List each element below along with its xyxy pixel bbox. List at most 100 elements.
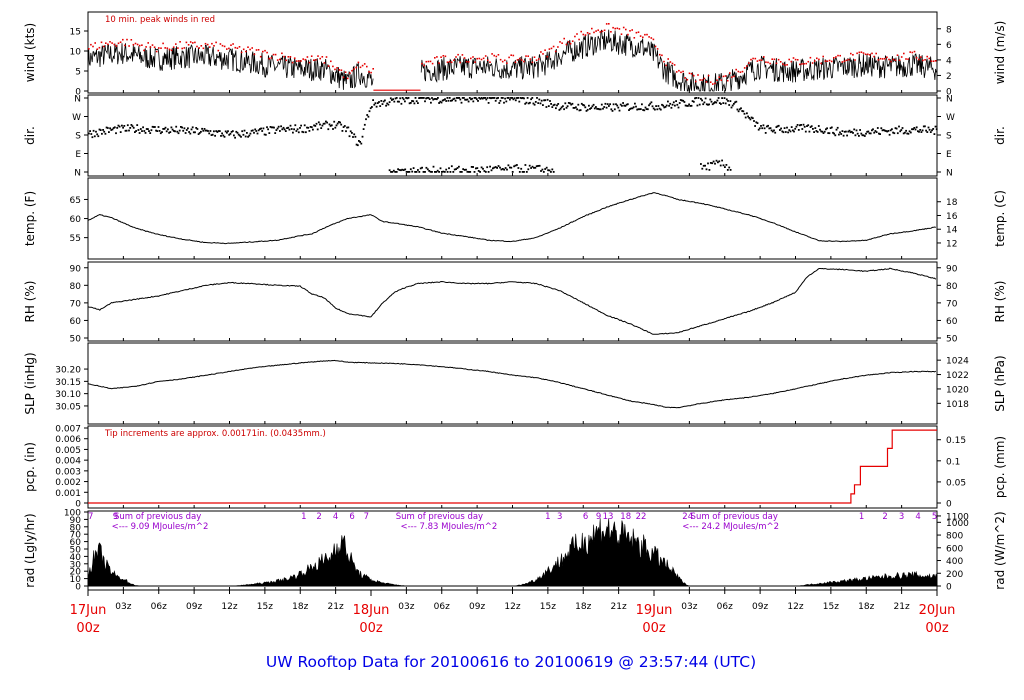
dir-dir-point	[226, 131, 228, 134]
dir-dir-point	[551, 168, 554, 171]
dir-dir-point	[130, 124, 133, 126]
wind-peak-dot	[119, 41, 122, 43]
wind-peak-dot	[726, 79, 729, 82]
dir-dir-point	[460, 171, 463, 173]
wind-peak-dot	[105, 42, 107, 44]
dir-dir-point	[649, 102, 652, 105]
wind-peak-dot	[92, 45, 94, 48]
dir-dir-point	[338, 121, 340, 123]
dir-dir-point	[543, 99, 545, 102]
dir-dir-point	[456, 167, 459, 169]
dir-dir-point	[419, 97, 422, 99]
dir-dir-point	[213, 130, 215, 133]
wind-peak-dot	[141, 44, 143, 46]
dir-dir-point	[505, 100, 508, 103]
dir-dir-point	[728, 104, 731, 106]
dir-dir-point	[742, 110, 745, 113]
wind-peak-dot	[718, 76, 720, 78]
dir-dir-point	[540, 170, 542, 172]
dir-dir-point	[411, 170, 414, 173]
dir-dir-point	[484, 97, 486, 99]
wind-peak-dot	[756, 60, 759, 62]
dir-dir-point	[836, 126, 839, 129]
temp-ylabel-right: temp. (C)	[993, 190, 1007, 247]
dir-dir-point	[455, 97, 458, 99]
dir-dir-point	[269, 126, 272, 128]
dir-dir-point	[353, 133, 356, 136]
dir-dir-point	[144, 132, 147, 134]
dir-dir-point	[717, 161, 719, 164]
wind-peak-dot	[805, 62, 807, 65]
wind-peak-dot	[796, 59, 799, 61]
dir-dir-point	[757, 128, 760, 131]
dir-dir-point	[549, 100, 551, 102]
dir-dir-point	[117, 124, 120, 127]
dir-dir-point	[295, 130, 298, 132]
wind-peak-dot	[794, 58, 797, 61]
dir-dir-point	[700, 163, 702, 165]
wind-peak-dot	[177, 47, 179, 49]
dir-right-tick-label: E	[946, 150, 952, 160]
dir-dir-point	[919, 129, 922, 131]
dir-dir-point	[251, 129, 254, 132]
dir-dir-point	[198, 132, 201, 134]
wind-peak-dot	[259, 55, 262, 58]
dir-dir-point	[190, 128, 193, 131]
pcp-right-tick-label: 0.05	[946, 478, 966, 488]
pcp-left-tick-label: 0.004	[55, 457, 81, 467]
x-minor-tick-label: 21z	[894, 602, 910, 612]
dir-dir-point	[556, 104, 558, 107]
wind-peak-dot	[353, 68, 355, 70]
dir-dir-point	[220, 135, 222, 137]
dir-dir-point	[802, 123, 805, 126]
wind-peak-dot	[716, 79, 718, 81]
slp-ylabel-left: SLP (inHg)	[23, 352, 37, 414]
wind-peak-dot	[130, 39, 133, 41]
dir-dir-point	[643, 109, 646, 112]
wind-peak-dot	[302, 58, 304, 60]
wind-peak-dot	[262, 50, 264, 53]
wind-peak-dot	[667, 58, 669, 60]
wind-peak-dot	[240, 51, 243, 54]
dir-dir-point	[404, 168, 407, 171]
wind-peak-dot	[499, 58, 502, 61]
wind-peak-dot	[313, 59, 315, 61]
dir-dir-point	[532, 102, 535, 105]
dir-dir-point	[591, 105, 594, 108]
wind-peak-dot	[578, 38, 580, 41]
dir-dir-point	[808, 130, 811, 133]
rh-right-tick-label: 80	[946, 282, 958, 292]
rad-right-tick-label: 1000	[946, 519, 969, 529]
wind-peak-dot	[915, 56, 918, 59]
wind-peak-dot	[107, 43, 109, 46]
dir-dir-point	[712, 160, 715, 163]
wind-peak-dot	[544, 49, 546, 51]
dir-dir-point	[512, 98, 515, 101]
dir-dir-point	[498, 102, 501, 104]
wind-peak-dot	[209, 46, 211, 48]
wind-left-tick-label: 0	[75, 88, 81, 98]
wind-peak-dot	[688, 72, 691, 75]
wind-peak-dot	[527, 55, 529, 57]
dir-dir-point	[550, 171, 552, 173]
wind-peak-dot	[255, 49, 258, 51]
dir-dir-point	[408, 171, 411, 173]
dir-dir-point	[625, 103, 628, 106]
dir-dir-point	[417, 102, 419, 104]
dir-dir-point	[598, 108, 601, 111]
x-date-label: 17Jun	[70, 603, 107, 618]
wind-peak-dot	[459, 61, 461, 64]
dir-dir-point	[151, 125, 154, 128]
dir-dir-point	[458, 97, 461, 99]
dir-dir-point	[797, 129, 800, 131]
dir-dir-point	[511, 171, 514, 173]
wind-ylabel-right: wind (m/s)	[993, 21, 1007, 85]
dir-dir-point	[729, 100, 732, 102]
dir-dir-point	[470, 98, 472, 101]
dir-dir-point	[90, 133, 93, 135]
dir-dir-point	[178, 129, 181, 132]
dir-dir-point	[286, 127, 288, 129]
dir-dir-point	[721, 97, 723, 99]
dir-dir-point	[425, 97, 427, 100]
dir-dir-point	[189, 132, 192, 135]
